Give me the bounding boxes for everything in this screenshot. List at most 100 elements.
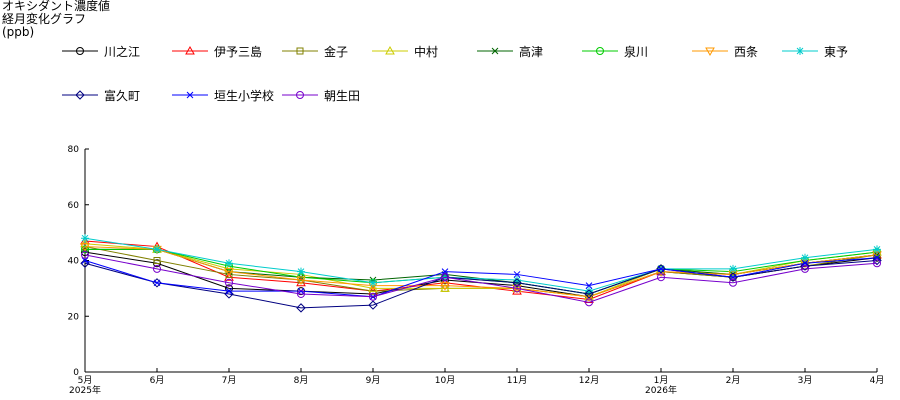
legend-label: 東予	[824, 44, 849, 59]
legend-item: 泉川	[580, 40, 648, 62]
data-point	[801, 264, 809, 273]
series-line	[84, 246, 878, 298]
data-point	[512, 286, 522, 295]
legend-marker	[75, 90, 85, 100]
x-tick-label: 9月	[366, 375, 381, 386]
chart-title: オキシダント濃度値	[2, 0, 111, 13]
legend-swatch	[692, 47, 728, 57]
year-label: 2026年	[645, 384, 677, 396]
data-point	[513, 271, 521, 278]
legend-label: 富久町	[104, 88, 141, 103]
data-point	[81, 245, 89, 254]
x-tick-label: 4月	[870, 375, 885, 386]
data-point	[513, 276, 521, 285]
data-point	[153, 264, 161, 273]
data-point	[297, 289, 305, 298]
data-point	[153, 257, 161, 264]
legend-swatch	[172, 91, 208, 99]
x-tick-label: 6月	[150, 375, 165, 386]
legend-swatch	[477, 47, 513, 55]
chart-legend: 川之江 伊予三島 金子 中村 高津 泉川 西条 東予富久町 垣生小学校 朝生田	[60, 40, 900, 120]
data-point	[657, 273, 665, 282]
series-line	[84, 257, 878, 298]
legend-label: 金子	[324, 44, 349, 59]
data-point	[873, 254, 881, 262]
series-7	[81, 234, 881, 296]
data-point	[729, 264, 737, 273]
legend-swatch	[282, 47, 318, 55]
data-point	[296, 303, 306, 313]
x-tick-label: 7月	[222, 375, 237, 386]
x-tick-label: 1月	[654, 375, 669, 386]
data-point	[441, 273, 449, 282]
data-point	[81, 234, 89, 243]
legend-swatch	[62, 47, 98, 55]
legend-marker	[796, 47, 804, 55]
legend-item: 東予	[780, 40, 848, 62]
data-point	[584, 289, 594, 299]
legend-item: 垣生小学校	[170, 84, 274, 106]
x-tick-label: 2月	[726, 375, 741, 386]
data-point	[513, 284, 521, 293]
data-point	[368, 300, 378, 310]
x-tick-label: 11月	[507, 375, 527, 386]
x-tick-label: 3月	[798, 375, 813, 386]
data-point	[440, 282, 450, 291]
legend-swatch	[172, 45, 208, 55]
legend-swatch	[372, 45, 408, 55]
data-point	[296, 276, 306, 286]
data-point	[801, 253, 809, 262]
data-point	[512, 278, 522, 288]
legend-item: 伊予三島	[170, 40, 262, 62]
series-line	[84, 246, 878, 298]
data-point	[80, 258, 90, 268]
legend-marker	[76, 47, 84, 55]
legend-item: 朝生田	[280, 84, 360, 106]
data-point	[873, 259, 881, 268]
data-point	[801, 259, 809, 267]
y-tick-label: 40	[68, 257, 80, 267]
legend-swatch	[282, 91, 318, 99]
data-point	[296, 277, 306, 287]
data-point	[656, 264, 666, 274]
legend-marker	[185, 45, 195, 55]
data-point	[225, 259, 233, 268]
legend-label: 中村	[414, 44, 439, 59]
data-point	[297, 267, 305, 276]
data-point	[440, 283, 450, 292]
data-point	[153, 279, 161, 287]
legend-marker	[596, 47, 604, 55]
y-tick-label: 20	[68, 312, 80, 322]
series-0	[81, 248, 881, 301]
data-point	[441, 268, 449, 276]
legend-item: 中村	[370, 40, 438, 62]
legend-marker	[385, 45, 395, 55]
data-point	[369, 278, 377, 287]
legend-marker	[186, 91, 194, 99]
legend-item: 西条	[690, 40, 758, 62]
legend-swatch	[782, 47, 818, 55]
legend-label: 垣生小学校	[214, 88, 275, 103]
data-point	[369, 292, 377, 301]
legend-item: 川之江	[60, 40, 140, 62]
legend-label: 西条	[734, 44, 759, 59]
series-line	[84, 254, 878, 303]
chart-subtitle: 経月変化グラフ	[2, 12, 87, 26]
data-point	[224, 268, 234, 277]
data-point	[81, 257, 89, 264]
data-point	[81, 248, 89, 257]
legend-label: 川之江	[104, 44, 141, 59]
data-point	[225, 284, 233, 293]
series-10	[81, 250, 881, 307]
legend-label: 高津	[519, 44, 544, 59]
legend-marker	[296, 47, 304, 55]
legend-swatch	[582, 47, 618, 55]
data-point	[585, 298, 593, 307]
y-tick-label: 60	[68, 201, 80, 211]
data-point	[657, 265, 665, 273]
x-tick-label: 5月	[78, 375, 93, 386]
legend-marker	[296, 91, 304, 99]
data-point	[225, 287, 233, 295]
legend-item: 高津	[475, 40, 543, 62]
